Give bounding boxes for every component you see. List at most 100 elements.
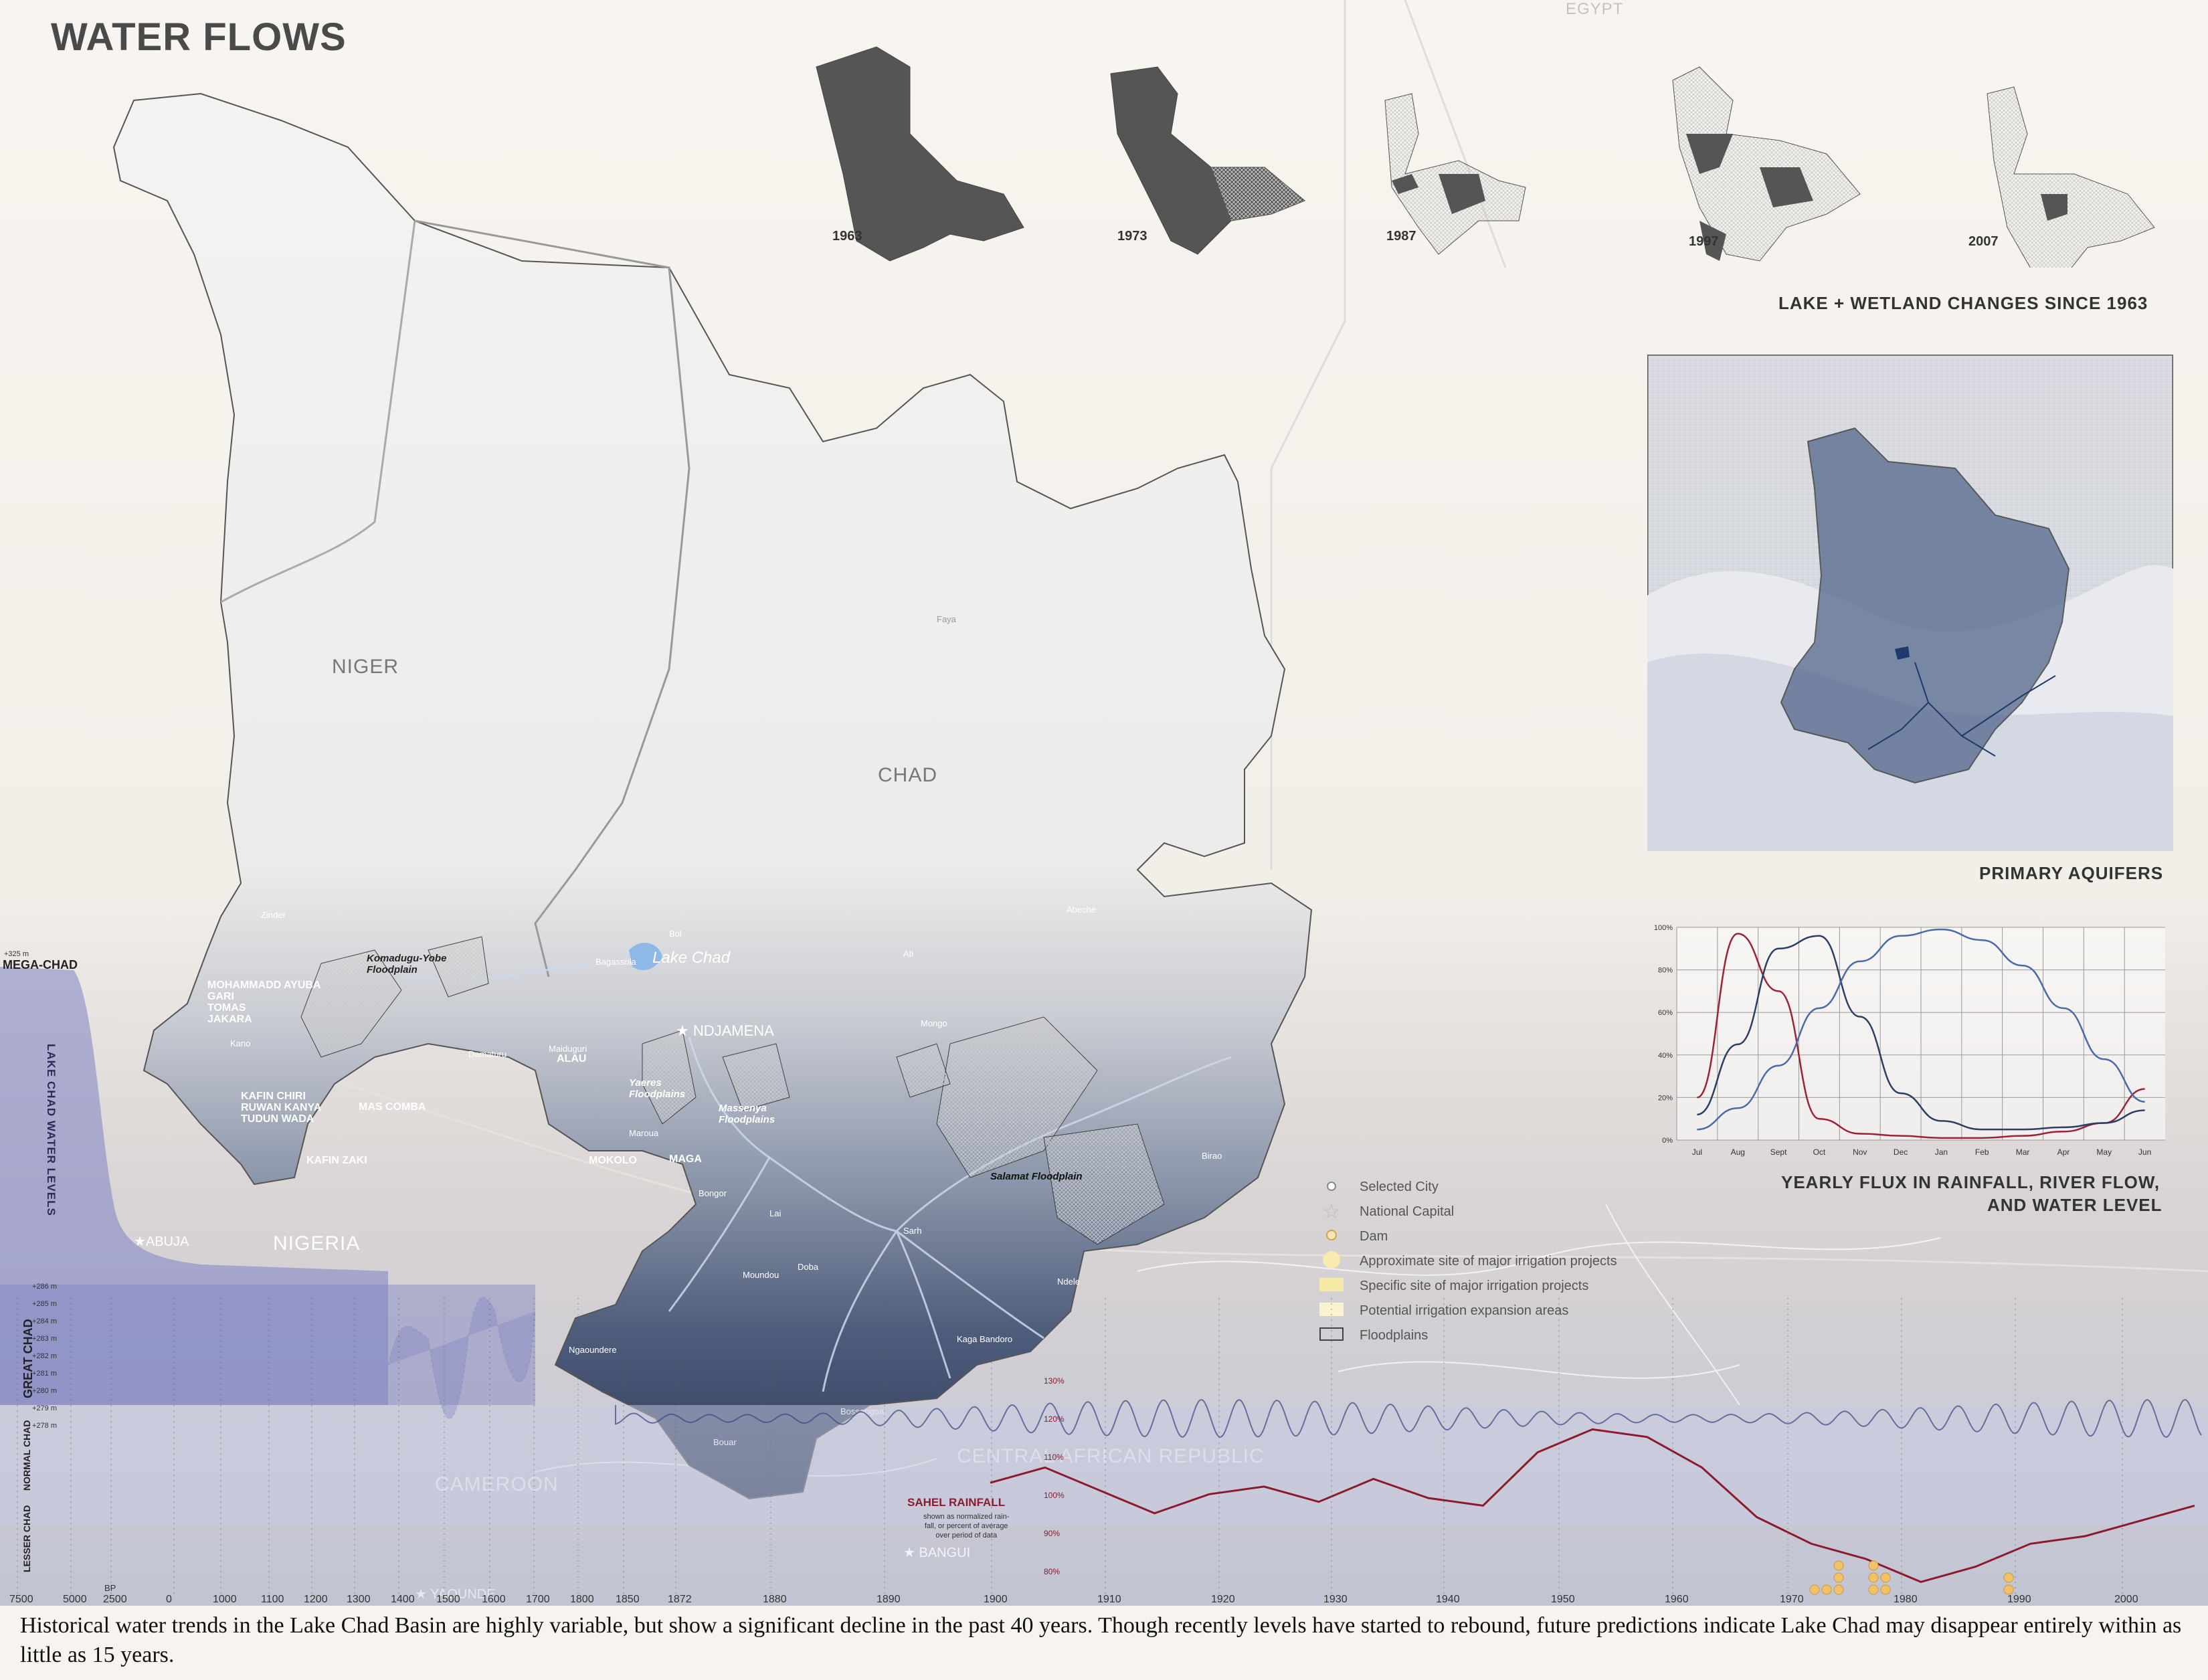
capital-ndjamena: ★ NDJAMENA: [676, 1022, 774, 1039]
year-label: 1963: [832, 229, 862, 244]
rainfall-tick: 70%: [1044, 1605, 1060, 1606]
dot-icon: [1318, 1180, 1345, 1195]
y-tick-label: 100%: [1654, 924, 1673, 932]
time-tick: 1000: [213, 1594, 237, 1605]
time-tick: 0: [166, 1594, 172, 1605]
aquifers-caption: PRIMARY AQUIFERS: [1979, 863, 2164, 883]
time-tick: 5000: [63, 1594, 87, 1605]
country-label-niger: NIGER: [332, 656, 399, 678]
dam-icon: [1318, 1229, 1345, 1244]
country-label-chad: CHAD: [878, 764, 938, 786]
map-legend: Selected City ☆ National Capital Dam Approxi…: [1318, 1175, 1693, 1348]
y-tick-label: 60%: [1658, 1009, 1673, 1017]
city-abeche: Abeche: [1067, 905, 1097, 915]
time-tick: 7500: [9, 1594, 33, 1605]
city-ndele: Ndele: [1057, 1277, 1080, 1287]
level-tick: +282 m: [32, 1352, 57, 1360]
x-tick-label: Oct: [1813, 1147, 1826, 1157]
level-tick: +281 m: [32, 1370, 57, 1378]
city-maroua: Maroua: [629, 1128, 659, 1138]
time-tick: 1940: [1436, 1594, 1460, 1605]
time-tick: 1400: [391, 1594, 415, 1605]
wetland-label: Yaeres Floodplains: [629, 1077, 686, 1100]
time-tick: 1900: [984, 1594, 1008, 1605]
time-tick: 1100: [261, 1594, 284, 1605]
time-tick: 1990: [2007, 1594, 2031, 1605]
city-zinder: Zinder: [261, 910, 286, 920]
rect-outline-icon: [1318, 1327, 1345, 1345]
legend-item: Specific site of major irrigation projec…: [1318, 1274, 1693, 1299]
lake-1987: [1384, 93, 1526, 255]
level-tick: +279 m: [32, 1404, 57, 1412]
time-tick: 1800: [570, 1594, 594, 1605]
x-tick-label: Aug: [1731, 1147, 1745, 1157]
rainfall-tick: 130%: [1044, 1376, 1065, 1386]
legend-item: Selected City: [1318, 1175, 1693, 1200]
project-label: KAFIN CHIRI: [241, 1091, 306, 1102]
level-tick: +283 m: [32, 1335, 57, 1343]
time-tick: 1930: [1323, 1594, 1348, 1605]
y-tick-label: 40%: [1658, 1052, 1673, 1060]
rainfall-tick: 90%: [1044, 1529, 1060, 1538]
legend-label: Specific site of major irrigation projec…: [1360, 1279, 1589, 1293]
project-label: RUWAN KANYA: [241, 1102, 322, 1113]
band-lesser-chad: LESSER CHAD: [21, 1505, 32, 1572]
yearly-flux-chart: 100% 80% 60% 40% 20% 0% Jul Aug Sept Oct Nov Dec Jan…: [1654, 924, 2165, 1157]
lake-chad-label: Lake Chad: [652, 949, 731, 967]
level-tick: +286 m: [32, 1283, 57, 1291]
city-damaturu: Damaturu: [468, 1049, 507, 1059]
time-tick: 2500: [103, 1594, 127, 1605]
x-tick-label: Jun: [2138, 1147, 2151, 1157]
time-tick: 1980: [1894, 1594, 1918, 1605]
flux-caption-line1: YEARLY FLUX IN RAINFALL, RIVER FLOW,: [1781, 1172, 2160, 1192]
legend-item: Dam: [1318, 1224, 1693, 1249]
level-tick-labels: +286 m +285 m +284 m +283 m +282 m +281 m +280…: [32, 1278, 57, 1434]
project-label: MOHAMMADD AYUBA: [207, 979, 321, 991]
city-sarh: Sarh: [903, 1226, 922, 1236]
time-tick: 1850: [616, 1594, 640, 1605]
city-moundou: Moundou: [743, 1270, 779, 1280]
poster-caption: Historical water trends in the Lake Chad…: [20, 1613, 2182, 1667]
star-icon: ★: [903, 1546, 919, 1560]
project-label: TOMAS: [207, 1002, 246, 1014]
legend-label: National Capital: [1360, 1204, 1455, 1219]
legend-label: Dam: [1360, 1229, 1388, 1244]
project-label: JAKARA: [207, 1014, 252, 1025]
legend-label: Approximate site of major irrigation pro…: [1360, 1254, 1617, 1269]
series-line-1: [1697, 935, 2145, 1131]
y-tick-label: 0%: [1662, 1137, 1673, 1145]
series-line-0: [1696, 933, 2145, 1139]
star-icon: ★: [415, 1587, 431, 1602]
project-label: MAS COMBA: [359, 1101, 426, 1113]
circle-icon: [1318, 1250, 1345, 1273]
time-tick: 1500: [436, 1594, 460, 1605]
city-birao: Birao: [1202, 1151, 1222, 1161]
flux-caption-line2: AND WATER LEVEL: [1987, 1195, 2163, 1215]
time-tick: 1910: [1097, 1594, 1121, 1605]
series-line-2: [1697, 928, 2145, 1131]
x-tick-label: Jul: [1692, 1147, 1702, 1157]
year-label: 2007: [1968, 234, 1999, 249]
poster-title: WATER FLOWS: [51, 15, 347, 59]
rainfall-tick: 110%: [1044, 1453, 1064, 1462]
city-kano: Kano: [230, 1038, 251, 1048]
lake-1973: [1110, 66, 1305, 255]
time-tick: 1872: [668, 1594, 692, 1605]
legend-label: Potential irrigation expansion areas: [1360, 1303, 1569, 1318]
wetland-label: Massenya Floodplains: [719, 1103, 775, 1125]
city-faya: Faya: [937, 614, 956, 624]
lake-changes-caption: LAKE + WETLAND CHANGES SINCE 1963: [1778, 293, 2148, 313]
year-label: 1973: [1117, 229, 1147, 244]
city-ati: Ati: [903, 949, 914, 959]
star-icon: ★: [676, 1022, 693, 1039]
project-label: ALAU: [557, 1053, 587, 1064]
x-tick-label: Mar: [2016, 1147, 2030, 1157]
time-tick: 1950: [1551, 1594, 1575, 1605]
x-tick-label: Sept: [1770, 1147, 1787, 1157]
time-tick: 1890: [877, 1594, 901, 1605]
country-label-egypt: EGYPT: [1566, 0, 1624, 18]
time-tick: 1880: [763, 1594, 787, 1605]
level-tick: +278 m: [32, 1422, 57, 1430]
city-bol: Bol: [669, 929, 682, 939]
